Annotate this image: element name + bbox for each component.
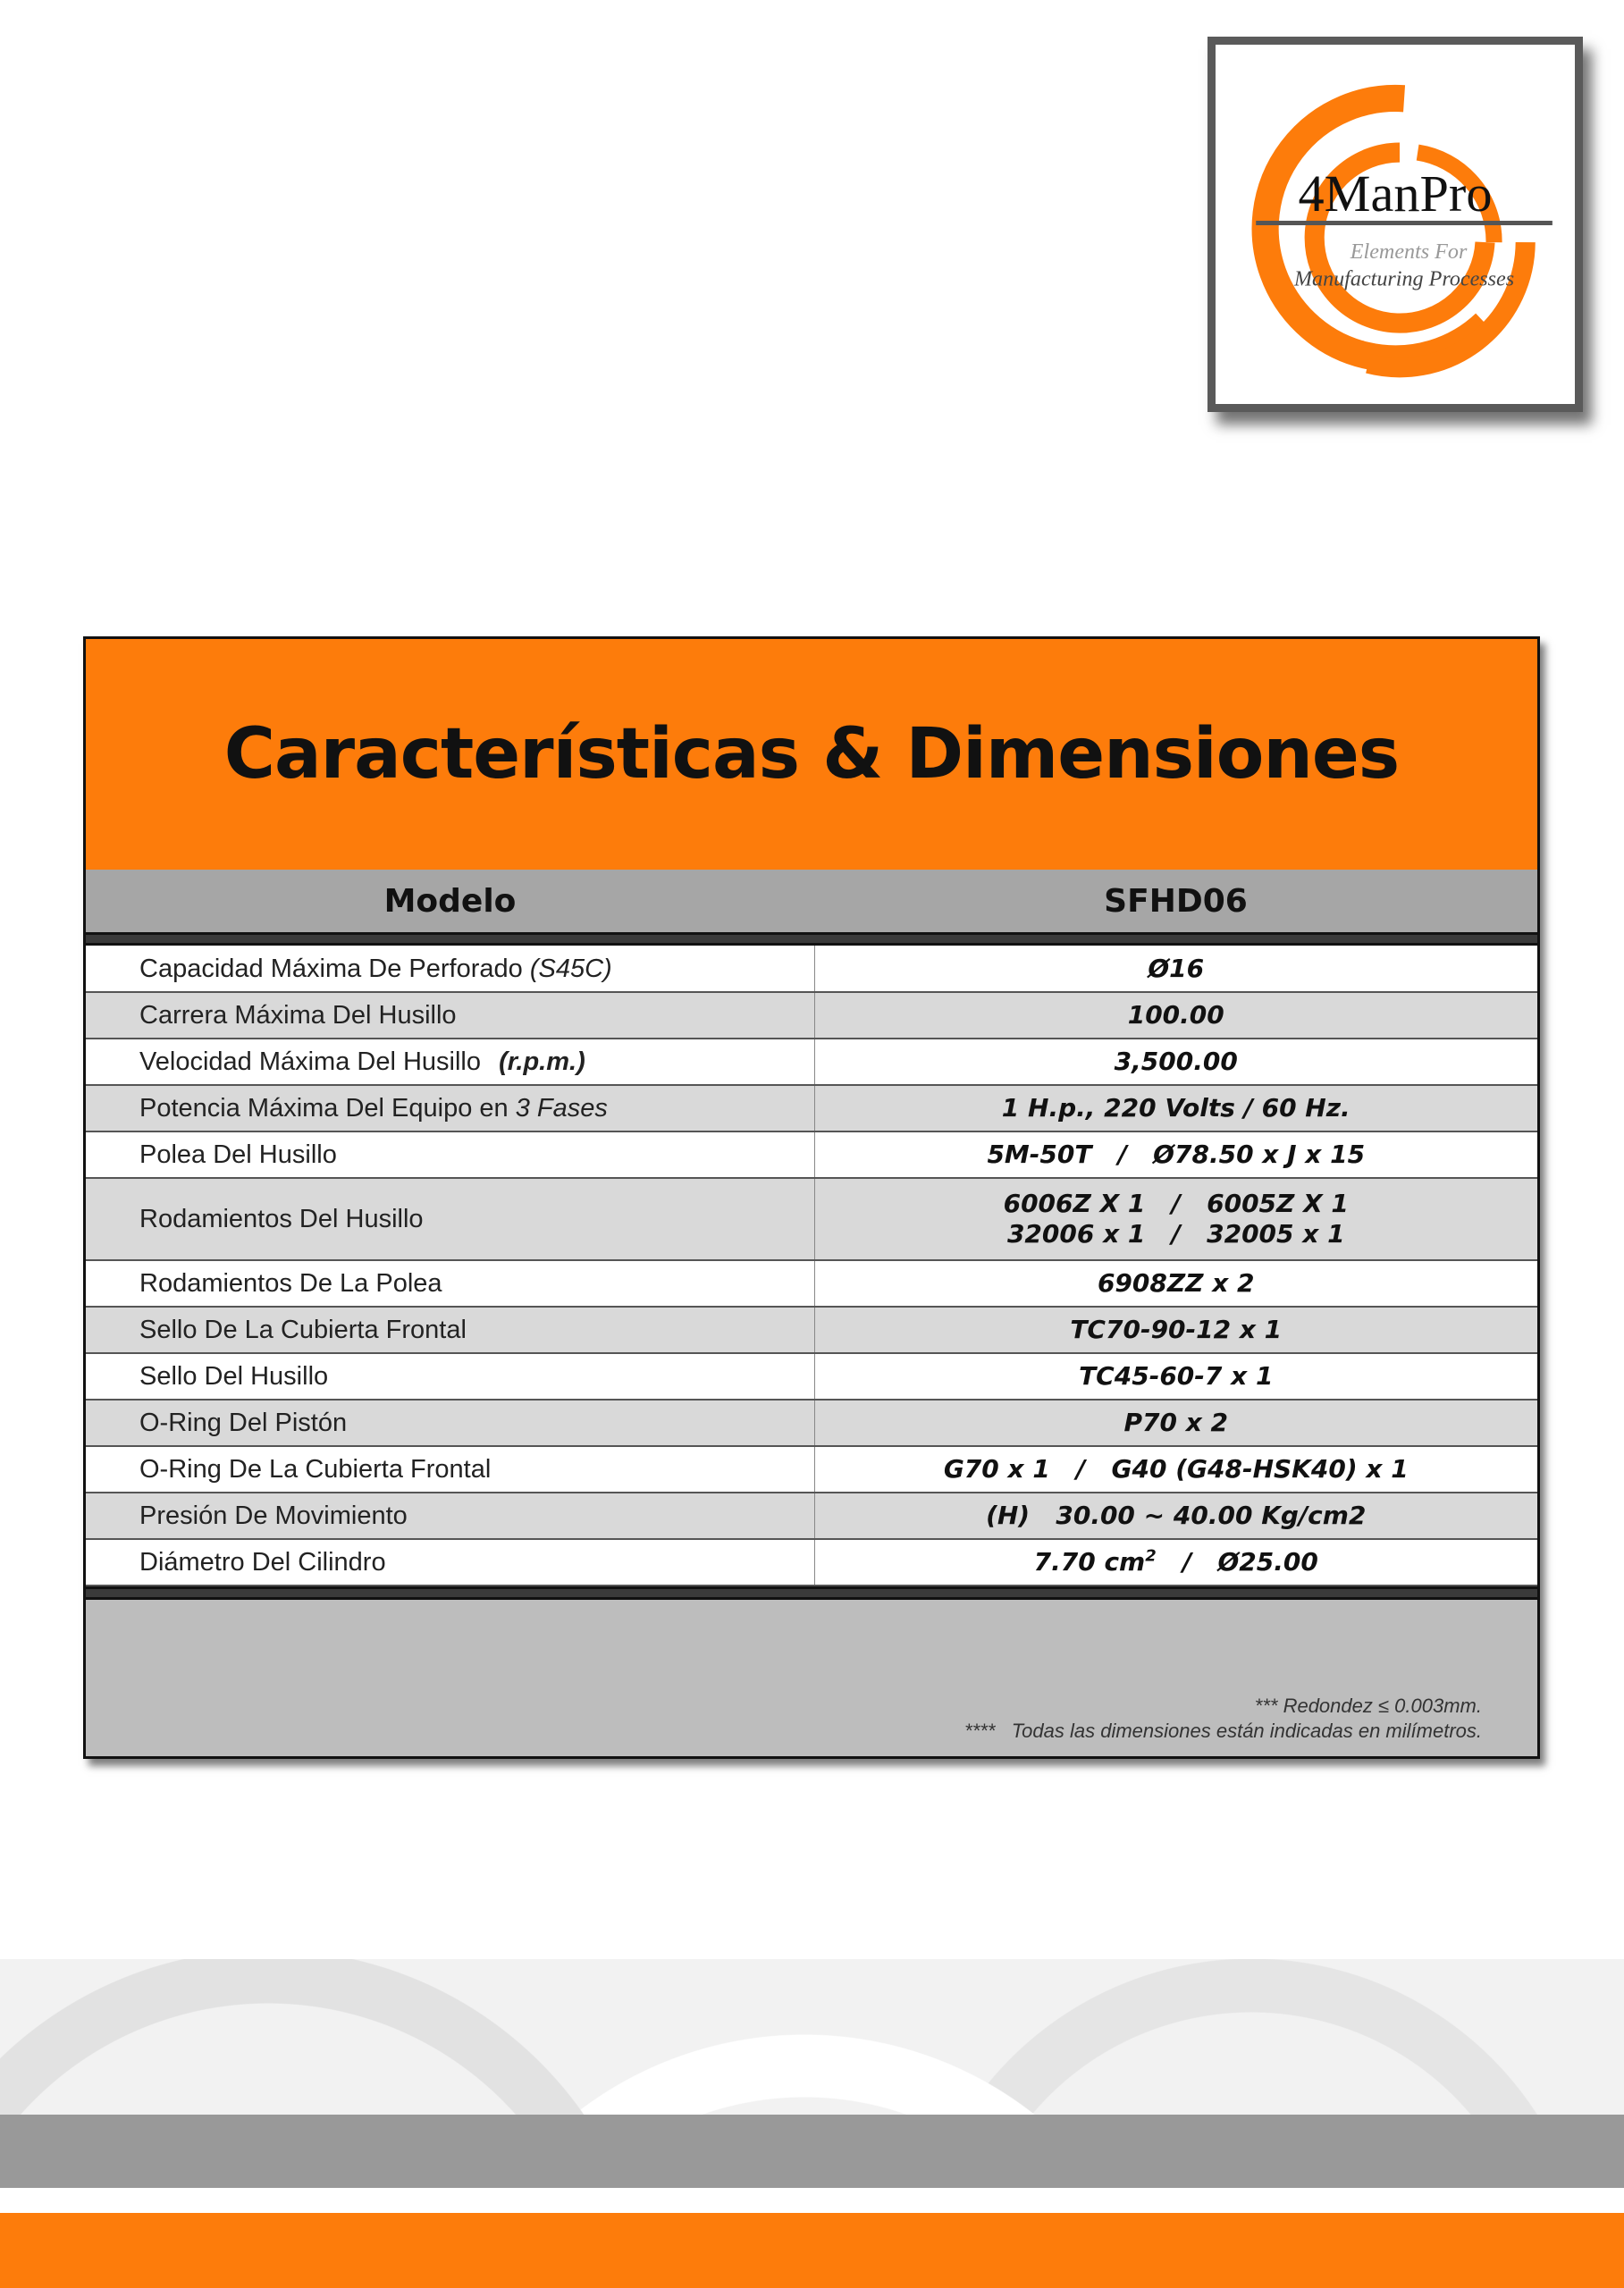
spec-label: Carrera Máxima Del Husillo	[86, 992, 815, 1039]
spec-value: TC45-60-7 x 1	[814, 1353, 1537, 1401]
spec-value: 1 H.p., 220 Volts / 60 Hz.	[814, 1085, 1537, 1132]
spec-value-text: 1 H.p., 220 Volts / 60 Hz.	[1001, 1093, 1351, 1123]
spec-value: 3,500.00	[814, 1039, 1537, 1086]
spec-value: P70 x 2	[814, 1400, 1537, 1447]
spec-label: Rodamientos Del Husillo	[86, 1178, 815, 1261]
table-row: Sello Del Husillo TC45-60-7 x 1	[86, 1353, 1537, 1401]
table-row: Rodamientos De La Polea 6908ZZ x 2	[86, 1260, 1537, 1308]
spec-label: Diámetro Del Cilindro	[86, 1539, 815, 1586]
table-row: O-Ring De La Cubierta Frontal G70 x 1 / G…	[86, 1446, 1537, 1493]
logo-tagline: Manufacturing Processes	[1293, 267, 1514, 290]
table-row: Velocidad Máxima Del Husillo (r.p.m.) 3,5…	[86, 1039, 1537, 1086]
table-row: Potencia Máxima Del Equipo en 3 Fases 1 H…	[86, 1085, 1537, 1132]
spec-value-text: 5M-50T / Ø78.50 x J x 15	[987, 1140, 1366, 1169]
spec-label-note: (r.p.m.)	[499, 1047, 585, 1076]
footnotes: *** Redondez ≤ 0.003mm. **** Todas las d…	[964, 1694, 1482, 1744]
spec-label: Velocidad Máxima Del Husillo (r.p.m.)	[86, 1039, 815, 1086]
table-row: Capacidad Máxima De Perforado (S45C) Ø16	[86, 946, 1537, 993]
superscript: 2	[1145, 1546, 1157, 1566]
spec-label-text: O-Ring Del Pistón	[139, 1409, 348, 1437]
spec-label-text: Velocidad Máxima Del Husillo	[139, 1047, 481, 1076]
spec-card: Características & Dimensiones Modelo SFH…	[83, 636, 1540, 1759]
title-band: Características & Dimensiones	[86, 639, 1537, 870]
spec-label-note: 3 Fases	[515, 1094, 608, 1123]
spec-value-text: Ø16	[1148, 953, 1205, 983]
spec-label: O-Ring Del Pistón	[86, 1400, 815, 1447]
spec-label: Sello De La Cubierta Frontal	[86, 1307, 815, 1354]
spec-value: Ø16	[814, 946, 1537, 993]
spec-value-text: P70 x 2	[1123, 1408, 1229, 1437]
spec-label-note: (S45C)	[529, 954, 612, 983]
spec-value: 5M-50T / Ø78.50 x J x 15	[814, 1131, 1537, 1179]
spec-value: (H) 30.00 ~ 40.00 Kg/cm2	[814, 1493, 1537, 1540]
table-row: Carrera Máxima Del Husillo 100.00	[86, 992, 1537, 1039]
logo-brand: 4ManPro	[1299, 164, 1493, 223]
spec-label: Rodamientos De La Polea	[86, 1260, 815, 1308]
spec-label-text: Rodamientos De La Polea	[139, 1269, 442, 1298]
spec-label-text: Potencia Máxima Del Equipo en	[139, 1094, 509, 1123]
spec-value: 6908ZZ x 2	[814, 1260, 1537, 1308]
spec-label: Capacidad Máxima De Perforado (S45C)	[86, 946, 815, 993]
model-header: Modelo SFHD06	[86, 870, 1537, 932]
table-row: Rodamientos Del Husillo 6006Z X 1 / 6005Z…	[86, 1178, 1537, 1261]
spec-value-text: G70 x 1 / G40 (G48-HSK40) x 1	[943, 1454, 1409, 1484]
table-row: Diámetro Del Cilindro 7.70 cm2 / Ø25.00	[86, 1539, 1537, 1586]
spec-value: G70 x 1 / G40 (G48-HSK40) x 1	[814, 1446, 1537, 1493]
spec-value: TC70-90-12 x 1	[814, 1307, 1537, 1354]
logo-graphic: 4ManPro Elements For Manufacturing Proce…	[1251, 84, 1552, 378]
spec-label-text: Sello Del Husillo	[139, 1362, 329, 1391]
spec-table: Capacidad Máxima De Perforado (S45C) Ø16 C…	[86, 946, 1537, 1586]
footnote: **** Todas las dimensiones están indicad…	[964, 1720, 1482, 1742]
spec-label: O-Ring De La Cubierta Frontal	[86, 1446, 815, 1493]
spec-value-tail: / Ø25.00	[1156, 1547, 1318, 1577]
spec-label-text: Sello De La Cubierta Frontal	[139, 1316, 467, 1344]
spec-value-text: 32006 x 1 / 32005 x 1	[1006, 1219, 1345, 1249]
model-value: SFHD06	[1104, 882, 1248, 920]
logo-tagline: Elements For	[1350, 240, 1468, 264]
table-row: Polea Del Husillo 5M-50T / Ø78.50 x J x 1…	[86, 1131, 1537, 1179]
spec-value: 6006Z X 1 / 6005Z X 1 32006 x 1 / 32005 x…	[814, 1178, 1537, 1261]
divider	[86, 932, 1537, 946]
spec-label-text: Diámetro Del Cilindro	[139, 1548, 386, 1577]
spec-label-text: O-Ring De La Cubierta Frontal	[139, 1455, 492, 1484]
decorative-background	[0, 1959, 1624, 2115]
footer-orange-band	[0, 2213, 1624, 2288]
model-label: Modelo	[383, 882, 517, 920]
spec-value-text: TC70-90-12 x 1	[1070, 1315, 1283, 1344]
spec-value-text: 7.70 cm	[1033, 1547, 1146, 1577]
logo: 4ManPro Elements For Manufacturing Proce…	[1207, 37, 1583, 412]
spec-label: Presión De Movimiento	[86, 1493, 815, 1540]
spec-value: 7.70 cm2 / Ø25.00	[814, 1539, 1537, 1586]
spec-label-text: Rodamientos Del Husillo	[139, 1205, 424, 1233]
spec-value-text: 6006Z X 1 / 6005Z X 1	[1003, 1189, 1349, 1218]
table-row: O-Ring Del Pistón P70 x 2	[86, 1400, 1537, 1447]
spec-label: Polea Del Husillo	[86, 1131, 815, 1179]
spec-label: Sello Del Husillo	[86, 1353, 815, 1401]
spec-label-text: Carrera Máxima Del Husillo	[139, 1001, 457, 1030]
spec-value-text: 100.00	[1127, 1000, 1224, 1030]
spec-label-text: Polea Del Husillo	[139, 1140, 337, 1169]
spec-value-text: 6908ZZ x 2	[1097, 1268, 1255, 1298]
spec-value: 100.00	[814, 992, 1537, 1039]
table-row: Presión De Movimiento (H) 30.00 ~ 40.00 K…	[86, 1493, 1537, 1540]
table-row: Sello De La Cubierta Frontal TC70-90-12 x…	[86, 1307, 1537, 1354]
divider	[86, 1586, 1537, 1600]
page-title: Características & Dimensiones	[223, 714, 1400, 795]
spec-label: Potencia Máxima Del Equipo en 3 Fases	[86, 1085, 815, 1132]
spec-label-text: Presión De Movimiento	[139, 1502, 408, 1530]
spec-value-text: (H) 30.00 ~ 40.00 Kg/cm2	[986, 1501, 1367, 1530]
spec-value-text: TC45-60-7 x 1	[1079, 1361, 1274, 1391]
footer-gray-band	[0, 2115, 1624, 2188]
spec-value-text: 3,500.00	[1114, 1047, 1238, 1076]
footnote: *** Redondez ≤ 0.003mm.	[1254, 1695, 1482, 1717]
spec-label-text: Capacidad Máxima De Perforado	[139, 954, 523, 983]
